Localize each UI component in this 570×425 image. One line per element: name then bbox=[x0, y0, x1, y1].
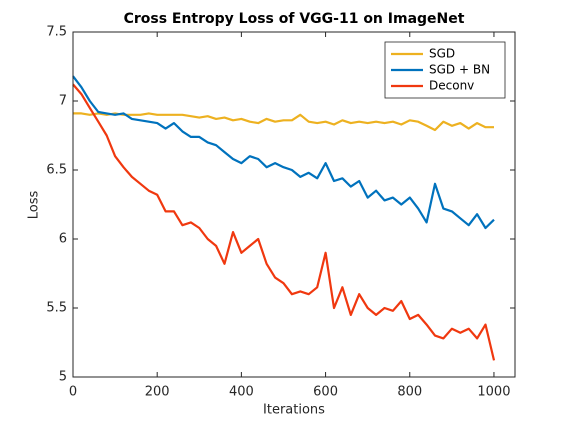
x-tick-label: 400 bbox=[229, 385, 254, 400]
x-tick-label: 0 bbox=[69, 385, 77, 400]
x-tick-label: 1000 bbox=[477, 385, 510, 400]
y-tick-label: 5 bbox=[59, 370, 67, 385]
y-tick-label: 5.5 bbox=[46, 301, 67, 316]
y-tick-label: 6.5 bbox=[46, 163, 67, 178]
series-line bbox=[73, 112, 494, 132]
x-tick-label: 200 bbox=[145, 385, 170, 400]
y-tick-label: 7 bbox=[59, 94, 67, 109]
axes-box bbox=[72, 31, 516, 378]
y-tick-label: 7.5 bbox=[46, 25, 67, 40]
legend-label: SGD bbox=[429, 47, 455, 61]
y-axis-label: Loss bbox=[27, 191, 42, 220]
chart-title: Cross Entropy Loss of VGG-11 on ImageNet bbox=[124, 11, 465, 27]
series-line bbox=[72, 75, 495, 230]
y-tick-label: 6 bbox=[59, 232, 67, 247]
x-tick-label: 800 bbox=[397, 385, 422, 400]
x-axis-label: Iterations bbox=[263, 403, 325, 418]
x-tick-label: 600 bbox=[313, 385, 338, 400]
series-line bbox=[72, 83, 496, 361]
legend-label: Deconv bbox=[429, 79, 474, 93]
legend-label: SGD + BN bbox=[429, 63, 490, 77]
